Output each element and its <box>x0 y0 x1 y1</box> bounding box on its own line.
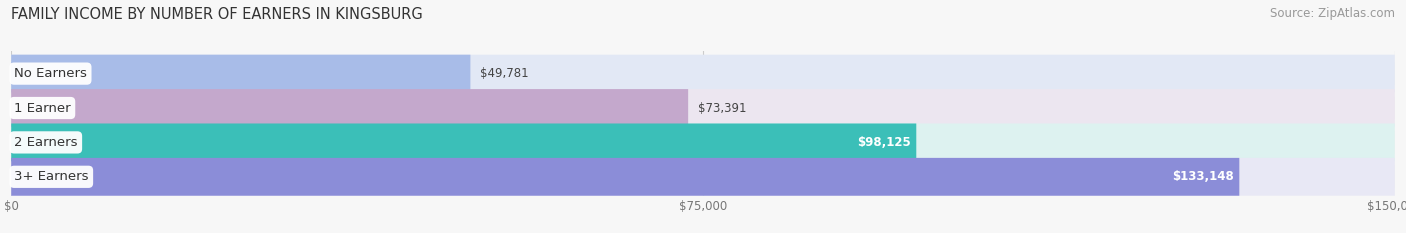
Text: 1 Earner: 1 Earner <box>14 102 70 114</box>
FancyBboxPatch shape <box>11 158 1395 196</box>
FancyBboxPatch shape <box>11 55 1395 93</box>
FancyBboxPatch shape <box>11 89 688 127</box>
FancyBboxPatch shape <box>11 123 917 161</box>
FancyBboxPatch shape <box>11 62 1395 85</box>
Text: $98,125: $98,125 <box>858 136 911 149</box>
FancyBboxPatch shape <box>11 165 1395 188</box>
Text: 3+ Earners: 3+ Earners <box>14 170 89 183</box>
Text: $49,781: $49,781 <box>479 67 529 80</box>
Text: $133,148: $133,148 <box>1173 170 1234 183</box>
FancyBboxPatch shape <box>11 55 471 93</box>
Text: 2 Earners: 2 Earners <box>14 136 77 149</box>
FancyBboxPatch shape <box>11 158 1239 196</box>
FancyBboxPatch shape <box>11 89 1395 127</box>
FancyBboxPatch shape <box>11 131 1395 154</box>
Text: $73,391: $73,391 <box>697 102 747 114</box>
Text: Source: ZipAtlas.com: Source: ZipAtlas.com <box>1270 7 1395 20</box>
FancyBboxPatch shape <box>11 96 1395 120</box>
Text: No Earners: No Earners <box>14 67 87 80</box>
FancyBboxPatch shape <box>11 123 1395 161</box>
Text: FAMILY INCOME BY NUMBER OF EARNERS IN KINGSBURG: FAMILY INCOME BY NUMBER OF EARNERS IN KI… <box>11 7 423 22</box>
